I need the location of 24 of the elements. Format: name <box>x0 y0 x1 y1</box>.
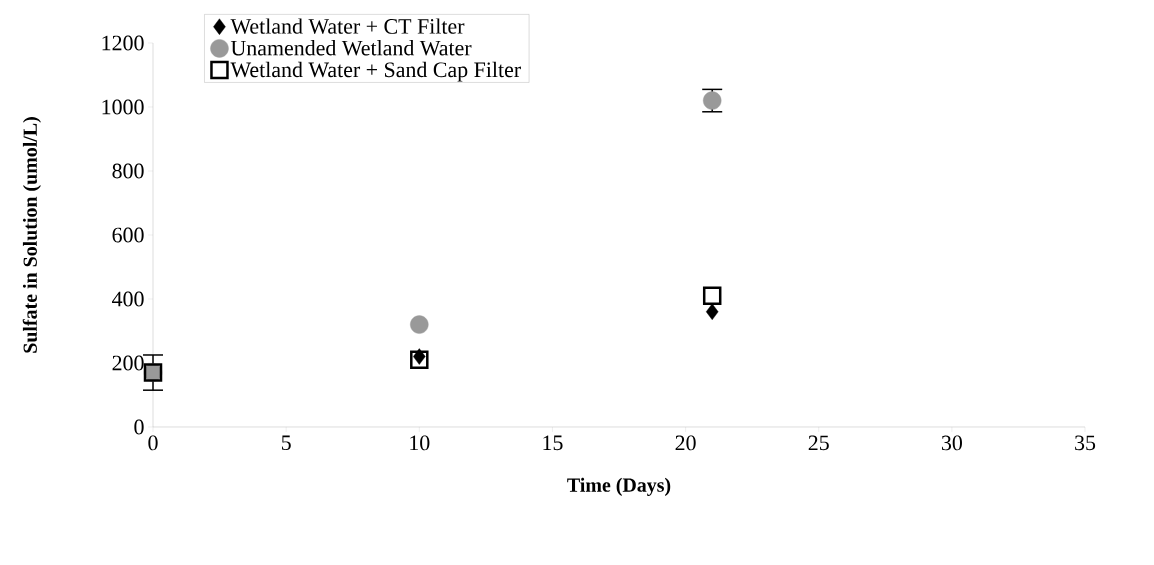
y-tick-label: 200 <box>112 355 144 371</box>
y-tick-label: 800 <box>112 163 144 179</box>
y-axis-title: Sulfate in Solution (umol/L) <box>22 117 41 353</box>
point <box>706 303 719 320</box>
point <box>410 350 429 370</box>
point <box>410 315 429 334</box>
legend-label: Wetland Water + CT Filter <box>230 18 465 34</box>
x-tick-label: 10 <box>410 435 430 451</box>
y-tick-label: 1200 <box>102 35 144 51</box>
legend-label: Wetland Water + Sand Cap Filter <box>230 61 521 82</box>
y-tick-label: 600 <box>112 227 144 243</box>
x-tick-label: 25 <box>808 435 829 451</box>
x-tick-label: 20 <box>675 435 696 451</box>
legend-label: Unamended Wetland Water <box>230 40 472 56</box>
y-tick-label: 400 <box>112 291 144 307</box>
x-tick-label: 30 <box>941 435 962 451</box>
x-axis-title: Time (Days) <box>567 477 671 496</box>
point <box>702 286 722 306</box>
x-tick-label: 5 <box>281 435 291 451</box>
x-tick-label: 35 <box>1075 435 1096 451</box>
x-tick-label: 0 <box>148 435 158 451</box>
x-tick-label: 15 <box>543 435 563 451</box>
y-tick-label: 1000 <box>102 99 144 115</box>
y-tick-label: 0 <box>134 419 144 435</box>
